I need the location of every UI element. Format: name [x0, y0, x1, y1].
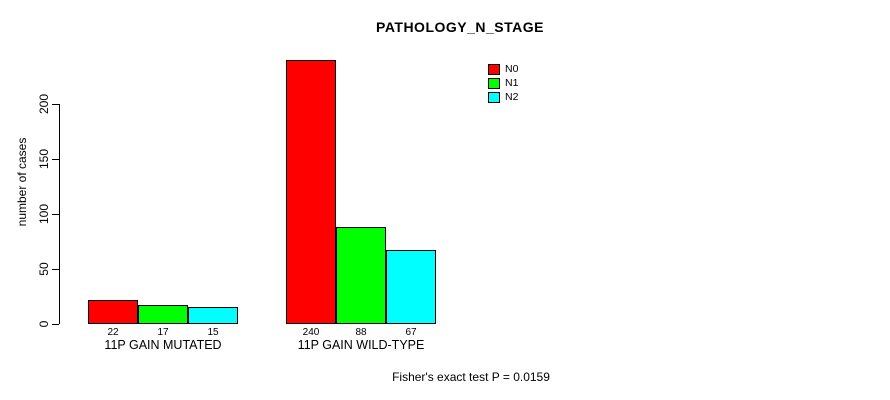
bar-N2-group1 [188, 307, 238, 324]
category-label: 11P GAIN WILD-TYPE [297, 338, 425, 352]
y-tick-mark [52, 323, 59, 325]
legend-swatch-N2 [488, 92, 500, 103]
y-tick-mark [52, 213, 59, 215]
bar-value-label: 240 [302, 327, 320, 338]
y-axis-label: number of cases [15, 137, 29, 227]
legend: N0 N1 N2 [488, 64, 518, 106]
bar-value-label: 67 [405, 327, 417, 338]
legend-item-N1: N1 [488, 78, 518, 89]
y-tick-label: 100 [37, 203, 51, 225]
y-tick-label: 0 [37, 320, 51, 328]
y-tick-mark [52, 158, 59, 160]
bar-N0-group1 [88, 300, 138, 324]
y-tick-mark [52, 268, 59, 270]
bar-N1-group2 [336, 227, 386, 324]
legend-label: N0 [505, 63, 519, 75]
bar-value-label: 15 [207, 327, 219, 338]
category-label: 11P GAIN MUTATED [104, 338, 222, 352]
bar-N0-group2 [286, 60, 336, 324]
legend-swatch-N1 [488, 78, 500, 89]
y-tick-label: 150 [37, 148, 51, 170]
legend-label: N2 [505, 91, 519, 103]
legend-item-N0: N0 [488, 64, 518, 75]
fisher-test-annotation: Fisher's exact test P = 0.0159 [392, 370, 550, 384]
bar-N1-group1 [138, 305, 188, 324]
bar-N2-group2 [386, 250, 436, 324]
bar-value-label: 88 [355, 327, 367, 338]
legend-swatch-N0 [488, 64, 500, 75]
y-axis-line [59, 104, 60, 324]
y-tick-label: 200 [37, 93, 51, 115]
y-tick-mark [52, 103, 59, 105]
bar-value-label: 22 [107, 327, 119, 338]
bar-value-label: 17 [157, 327, 169, 338]
legend-label: N1 [505, 77, 519, 89]
chart-title: PATHOLOGY_N_STAGE [376, 19, 544, 35]
y-tick-label: 50 [37, 262, 51, 276]
legend-item-N2: N2 [488, 92, 518, 103]
